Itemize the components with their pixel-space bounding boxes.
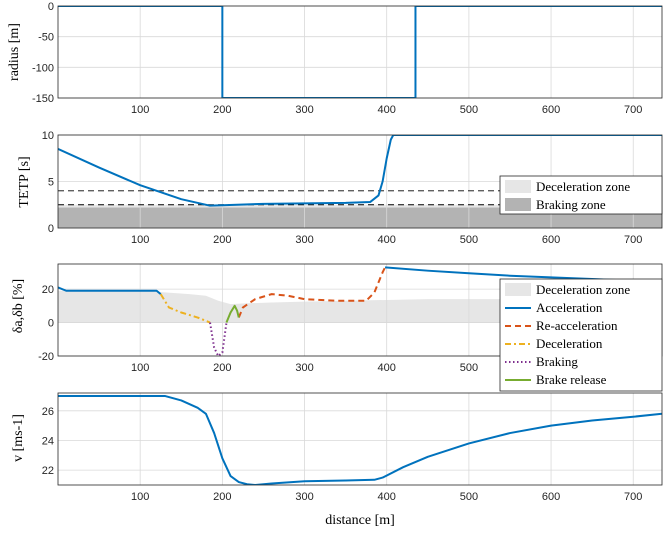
tick-label-y: 26 [42, 406, 54, 418]
tick-label-y: -50 [38, 32, 54, 44]
legend-label-braking-zone: Braking zone [536, 197, 606, 212]
ylabel-velocity: v [ms-1] [11, 414, 26, 462]
ylabel-tetp: TETP [s] [17, 156, 32, 207]
legend-swatch-braking-zone [505, 198, 531, 211]
tick-label-x: 500 [460, 234, 478, 246]
tick-label-x: 400 [378, 362, 396, 374]
tick-label-x: 600 [542, 491, 560, 503]
series-data-line [58, 135, 662, 207]
tick-label-y: -150 [32, 93, 54, 105]
tick-label-x: 700 [624, 104, 642, 116]
tick-label-x: 100 [131, 491, 149, 503]
tick-label-x: 600 [542, 234, 560, 246]
legend-tetp: Deceleration zone Braking zone [499, 175, 663, 215]
tick-label-x: 700 [624, 234, 642, 246]
legend-label-deceleration-zone: Deceleration zone [536, 179, 630, 194]
tick-label-x: 400 [378, 234, 396, 246]
tick-label-x: 100 [131, 234, 149, 246]
legend-label-brake-release: Brake release [536, 372, 607, 387]
legend-label-acceleration: Acceleration [536, 300, 603, 315]
panel-delta: 100200300400500600700200-20 δa,δb [%] De… [11, 263, 663, 392]
legend-label-re-acceleration: Re-acceleration [536, 318, 618, 333]
series-data-line [58, 394, 662, 485]
series-deceleration-line [159, 293, 211, 324]
series-braking-line [209, 322, 228, 356]
tick-label-x: 100 [131, 362, 149, 374]
tick-label-x: 200 [213, 491, 231, 503]
ylabel-delta: δa,δb [%] [11, 279, 26, 333]
tick-label-y: 20 [42, 284, 54, 296]
panel-tetp: 100 200 300 400 500 600 700 0 5 10 TETP [s] Decel… [17, 130, 663, 246]
series-brake-release-line [225, 304, 240, 323]
panel-velocity: 100 200 300 400 500 600 700 22 24 26 v [ms-1] dis… [11, 392, 663, 528]
legend-label-deceleration-zone-2: Deceleration zone [536, 282, 630, 297]
legend-label-braking: Braking [536, 354, 578, 369]
tick-label-y: 0 [48, 318, 54, 330]
series-re-acceleration-line [237, 266, 386, 318]
legend-label-deceleration: Deceleration [536, 336, 603, 351]
series-acceleration-line [58, 286, 162, 295]
tick-label-y: 5 [48, 177, 54, 189]
tick-label-y: -100 [32, 62, 54, 74]
tick-label-x: 500 [460, 491, 478, 503]
tick-label-x: 200 [213, 362, 231, 374]
tick-label-x: 100 [131, 104, 149, 116]
tick-label-x: 400 [378, 104, 396, 116]
tick-label-x: 300 [295, 104, 313, 116]
ylabel-radius: radius [m] [7, 23, 22, 81]
tick-label-x: 300 [295, 234, 313, 246]
legend-swatch-deceleration-zone [505, 180, 531, 193]
tick-label-y: 24 [42, 435, 54, 447]
tick-label-x: 500 [460, 362, 478, 374]
tick-label-y: 22 [42, 465, 54, 477]
tick-label-x: 300 [295, 362, 313, 374]
xlabel-distance: distance [m] [325, 513, 395, 528]
tick-label-x: 200 [213, 234, 231, 246]
tick-label-y: 0 [48, 1, 54, 13]
tick-label-x: 500 [460, 104, 478, 116]
tick-label-x: 400 [378, 491, 396, 503]
legend-delta: Deceleration zone Acceleration Re-accele… [499, 278, 663, 392]
tick-label-y: 0 [48, 223, 54, 235]
tick-label-y: -20 [38, 351, 54, 363]
panel-radius: 100 200 300 400 500 600 700 0 -50 -100 -150 radius… [7, 1, 663, 116]
tick-label-x: 700 [624, 491, 642, 503]
tick-label-x: 300 [295, 491, 313, 503]
tick-label-y: 10 [42, 130, 54, 142]
legend-swatch-deceleration-zone-2 [505, 283, 531, 296]
tick-label-x: 600 [542, 104, 560, 116]
tick-label-x: 200 [213, 104, 231, 116]
